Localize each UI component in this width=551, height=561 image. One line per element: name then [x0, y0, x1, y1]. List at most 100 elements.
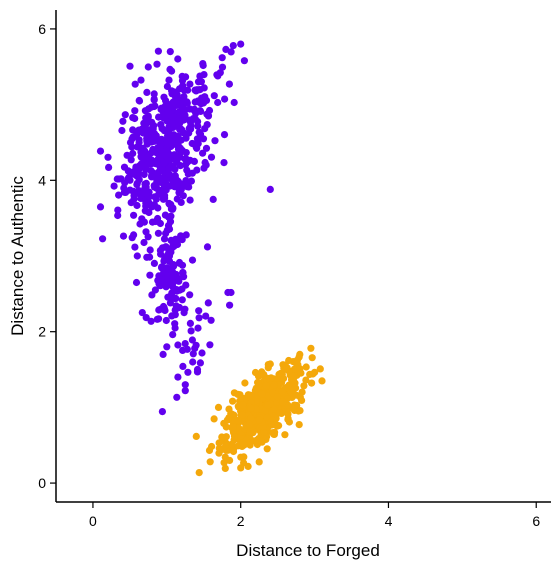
data-point — [161, 306, 169, 315]
data-point — [139, 189, 147, 197]
data-point — [264, 361, 272, 369]
data-point — [194, 138, 202, 146]
data-point — [160, 181, 168, 189]
data-point — [121, 111, 129, 119]
data-point — [157, 121, 165, 129]
data-point — [202, 144, 211, 152]
data-point — [318, 377, 326, 385]
data-point — [258, 438, 266, 446]
x-tick-label: 0 — [89, 513, 97, 529]
data-point — [169, 261, 177, 269]
data-point — [240, 441, 248, 449]
data-point — [214, 72, 222, 80]
data-point — [154, 276, 162, 284]
data-point — [193, 368, 202, 376]
data-point — [182, 149, 190, 157]
data-point — [186, 80, 194, 88]
data-point — [202, 312, 210, 320]
data-point — [296, 350, 304, 358]
data-point — [150, 95, 158, 103]
y-axis-title: Distance to Authentic — [8, 176, 27, 336]
data-point — [154, 229, 162, 237]
data-point — [229, 447, 238, 456]
data-point — [104, 153, 112, 161]
data-point — [260, 371, 268, 379]
data-point — [128, 234, 136, 242]
data-point — [284, 410, 292, 418]
data-point — [159, 111, 167, 119]
data-point — [114, 211, 122, 220]
data-point — [167, 119, 176, 127]
data-point — [187, 327, 195, 335]
data-point — [167, 100, 175, 108]
data-point — [205, 446, 214, 454]
data-point — [179, 129, 187, 137]
data-point — [115, 175, 123, 183]
data-point — [228, 410, 236, 418]
data-point — [211, 137, 219, 145]
data-point — [171, 165, 179, 173]
data-point — [316, 365, 324, 373]
data-point — [165, 76, 173, 84]
x-axis-title: Distance to Forged — [236, 541, 380, 560]
data-point — [184, 368, 192, 376]
data-point — [153, 160, 161, 168]
data-point — [283, 364, 291, 372]
data-point — [174, 141, 182, 149]
data-point — [297, 369, 305, 377]
data-point — [159, 350, 167, 358]
y-tick-label: 6 — [38, 21, 46, 37]
data-point — [167, 137, 175, 145]
data-point — [220, 459, 228, 467]
data-point — [133, 201, 141, 210]
data-point — [307, 344, 315, 352]
data-point — [166, 299, 174, 307]
data-point — [258, 390, 266, 398]
data-point — [308, 379, 316, 387]
data-point — [145, 208, 153, 217]
data-point — [119, 117, 127, 125]
data-point — [131, 114, 139, 123]
data-point — [148, 118, 156, 126]
data-point — [199, 99, 208, 107]
data-point — [175, 277, 183, 285]
data-point — [182, 281, 190, 289]
data-point — [162, 316, 170, 325]
data-point — [192, 341, 200, 349]
data-point — [99, 235, 107, 243]
data-point — [161, 282, 169, 290]
data-point — [240, 453, 248, 461]
data-point — [222, 423, 230, 431]
data-point — [185, 124, 193, 132]
data-point — [96, 147, 105, 155]
data-point — [255, 458, 263, 466]
data-point — [96, 203, 105, 211]
data-point — [172, 94, 180, 102]
data-point — [268, 421, 276, 429]
data-point — [142, 165, 150, 174]
data-point — [260, 428, 268, 436]
data-point — [195, 314, 203, 322]
data-point — [175, 303, 184, 312]
data-point — [155, 167, 163, 176]
data-point — [132, 131, 141, 139]
data-point — [220, 131, 229, 139]
data-point — [199, 60, 207, 68]
data-point — [148, 218, 157, 226]
data-point — [165, 127, 173, 135]
data-point — [172, 294, 180, 303]
data-point — [135, 176, 143, 184]
data-point — [270, 381, 278, 389]
data-point — [278, 370, 286, 378]
data-point — [234, 390, 242, 398]
data-point — [138, 309, 146, 317]
data-point — [230, 98, 238, 107]
data-point — [218, 54, 226, 62]
data-point — [131, 80, 139, 88]
data-point — [214, 403, 223, 411]
data-point — [247, 404, 255, 412]
data-point — [201, 125, 209, 133]
data-point — [115, 191, 123, 199]
data-point — [150, 259, 158, 267]
data-point — [154, 47, 162, 55]
